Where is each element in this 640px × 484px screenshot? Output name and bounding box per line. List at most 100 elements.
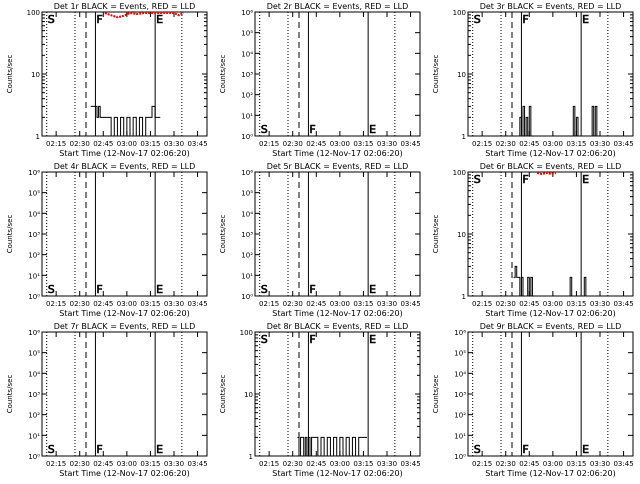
y-tick-label: 10⁴ [454, 370, 466, 378]
marker-label-F: F [522, 173, 528, 186]
marker-label-E: E [582, 173, 589, 186]
x-tick-label: 02:30 [283, 300, 303, 308]
chart-title: Det 4r BLACK = Events, RED = LLD [54, 162, 196, 171]
y-tick-label: 10⁶ [28, 169, 40, 177]
x-tick-label: 02:45 [519, 460, 539, 468]
y-tick-label: 100 [240, 329, 253, 337]
x-axis-label: Start Time (12-Nov-17 02:06:20) [59, 149, 189, 158]
marker-label-S: S [261, 123, 268, 136]
x-tick-label: 02:30 [496, 460, 516, 468]
chart-panel-8: Det 8r BLACK = Events, RED = LLD 1 10 100 Co… [219, 322, 421, 478]
x-tick-label: 03:00 [117, 460, 137, 468]
marker-label-S: S [261, 333, 268, 346]
marker-label-E: E [369, 283, 376, 296]
marker-label-F: F [522, 13, 528, 26]
y-tick-label: 10³ [28, 231, 40, 239]
y-tick-label: 10⁴ [241, 210, 253, 218]
chart-panel-5: Det 5r BLACK = Events, RED = LLD 10⁰ 10¹ 10… [219, 162, 421, 318]
chart-title: Det 5r BLACK = Events, RED = LLD [267, 162, 409, 171]
chart-panel-4: Det 4r BLACK = Events, RED = LLD 10⁰ 10¹ 10… [6, 162, 208, 318]
x-tick-label: 03:30 [590, 140, 610, 148]
y-tick-label: 10¹ [28, 432, 40, 440]
marker-label-S: S [48, 13, 55, 26]
y-tick-label: 10⁶ [241, 9, 253, 17]
x-tick-label: 02:15 [472, 460, 492, 468]
x-axis-label: Start Time (12-Nov-17 02:06:20) [272, 469, 402, 478]
chart-panel-7: Det 7r BLACK = Events, RED = LLD 10⁰ 10¹ 10… [6, 322, 208, 478]
x-tick-label: 02:30 [496, 140, 516, 148]
x-axis-label: Start Time (12-Nov-17 02:06:20) [485, 309, 615, 318]
x-tick-label: 03:30 [377, 300, 397, 308]
marker-label-F: F [96, 283, 102, 296]
y-tick-label: 10¹ [454, 432, 466, 440]
x-tick-label: 03:00 [543, 460, 563, 468]
x-tick-label: 02:45 [306, 460, 326, 468]
y-axis-label: Counts/sec [6, 55, 14, 94]
y-tick-label: 10² [28, 252, 40, 260]
marker-label-F: F [96, 13, 102, 26]
x-tick-label: 02:45 [519, 300, 539, 308]
x-tick-label: 03:15 [566, 140, 586, 148]
y-tick-label: 10³ [241, 71, 253, 79]
x-tick-label: 03:45 [187, 460, 207, 468]
y-tick-label: 10³ [28, 391, 40, 399]
chart-title: Det 9r BLACK = Events, RED = LLD [480, 322, 622, 331]
x-tick-label: 03:00 [543, 140, 563, 148]
y-axis-label: Counts/sec [432, 375, 440, 414]
x-tick-label: 03:15 [353, 140, 373, 148]
y-axis-label: Counts/sec [219, 375, 227, 414]
x-tick-label: 02:15 [46, 140, 66, 148]
x-tick-label: 03:30 [590, 460, 610, 468]
x-tick-label: 03:30 [377, 460, 397, 468]
x-tick-label: 03:00 [330, 460, 350, 468]
y-tick-label: 10 [457, 231, 466, 239]
chart-panel-2: Det 2r BLACK = Events, RED = LLD 10⁰ 10¹ 10… [219, 2, 421, 158]
x-tick-label: 02:15 [259, 460, 279, 468]
marker-label-S: S [474, 13, 481, 26]
marker-label-S: S [48, 283, 55, 296]
y-tick-label: 10² [454, 412, 466, 420]
y-axis-label: Counts/sec [432, 55, 440, 94]
y-tick-label: 10¹ [241, 272, 253, 280]
x-tick-label: 02:30 [70, 460, 90, 468]
marker-label-E: E [156, 13, 163, 26]
series-events [518, 105, 599, 137]
marker-label-E: E [582, 13, 589, 26]
y-tick-label: 10⁵ [28, 190, 40, 198]
x-tick-label: 02:45 [93, 140, 113, 148]
x-tick-label: 02:45 [306, 140, 326, 148]
x-tick-label: 03:30 [164, 300, 184, 308]
marker-label-S: S [474, 443, 481, 456]
x-tick-label: 03:45 [400, 140, 420, 148]
x-tick-label: 03:15 [566, 300, 586, 308]
chart-title: Det 8r BLACK = Events, RED = LLD [267, 322, 409, 331]
marker-label-E: E [156, 443, 163, 456]
x-axis-label: Start Time (12-Nov-17 02:06:20) [59, 309, 189, 318]
x-tick-label: 02:30 [70, 140, 90, 148]
x-tick-label: 02:30 [283, 460, 303, 468]
chart-title: Det 1r BLACK = Events, RED = LLD [54, 2, 196, 11]
series-events [90, 105, 161, 137]
x-tick-label: 03:15 [566, 460, 586, 468]
x-tick-label: 03:15 [353, 300, 373, 308]
x-axis-label: Start Time (12-Nov-17 02:06:20) [485, 149, 615, 158]
y-tick-label: 10¹ [241, 112, 253, 120]
x-tick-label: 03:30 [164, 140, 184, 148]
x-tick-label: 03:30 [164, 460, 184, 468]
chart-panel-3: Det 3r BLACK = Events, RED = LLD 1 10 100 Co… [432, 2, 634, 158]
y-tick-label: 10 [457, 71, 466, 79]
y-tick-label: 1 [462, 133, 466, 141]
x-tick-label: 03:45 [187, 140, 207, 148]
marker-label-F: F [309, 283, 315, 296]
y-tick-label: 10⁶ [454, 329, 466, 337]
series-lld [104, 11, 184, 19]
x-axis-label: Start Time (12-Nov-17 02:06:20) [272, 309, 402, 318]
x-tick-label: 02:30 [283, 140, 303, 148]
x-tick-label: 02:45 [93, 300, 113, 308]
x-tick-label: 03:15 [140, 460, 160, 468]
x-tick-label: 03:15 [140, 300, 160, 308]
x-tick-label: 03:00 [117, 140, 137, 148]
marker-label-F: F [309, 123, 315, 136]
